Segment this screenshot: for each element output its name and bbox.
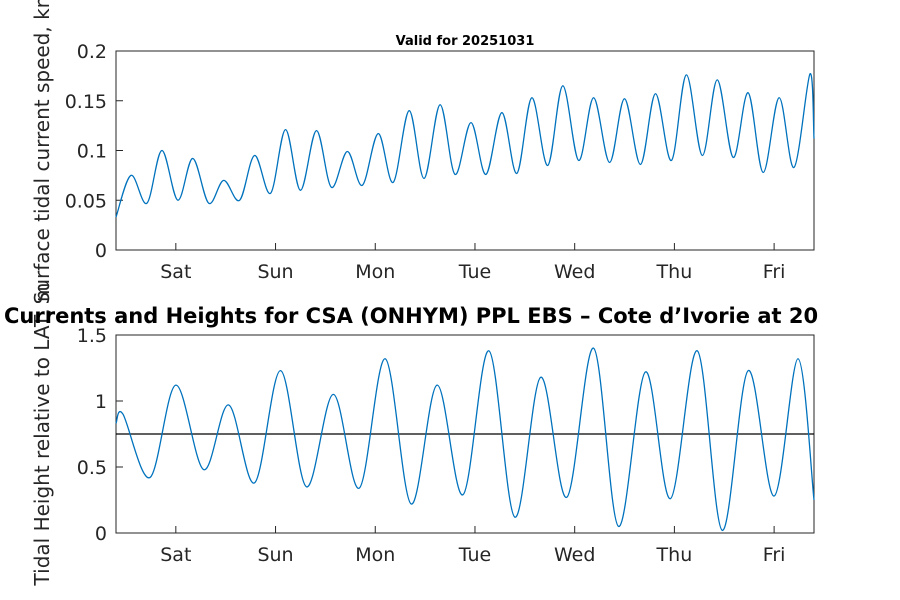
current-speed-y-tick-label: 0.1 xyxy=(77,141,107,163)
tidal-height-line xyxy=(115,347,815,532)
tidal-height-y-tick-label: 1.5 xyxy=(77,325,107,347)
current-speed-x-tick-label: Mon xyxy=(355,261,395,283)
current-speed-y-ticks: 0 0.05 0.1 0.15 0.2 xyxy=(65,41,123,262)
tidal-height-y-ticks: 0 0.5 1 1.5 xyxy=(77,325,123,545)
current-speed-y-tick-label: 0 xyxy=(95,240,107,262)
current-speed-x-ticks: Sat Sun Mon Tue Wed Thu Fri xyxy=(160,243,785,283)
current-speed-axes: 0 0.05 0.1 0.15 0.2 Sat Sun Mon Tue Wed Thu Fri Va… xyxy=(30,0,815,304)
tidal-height-x-tick-label: Wed xyxy=(554,544,595,566)
tidal-height-axes: 0 0.5 1 1.5 Sat Sun Mon Tue Wed Thu Fri Tidal Hei… xyxy=(30,283,815,587)
current-speed-y-label: Surface tidal current speed, kn xyxy=(30,0,54,304)
current-speed-x-tick-label: Thu xyxy=(656,261,693,283)
tidal-height-y-tick-label: 0 xyxy=(95,523,107,545)
tidal-height-x-tick-label: Thu xyxy=(656,544,693,566)
tidal-height-x-tick-label: Mon xyxy=(355,544,395,566)
tidal-height-x-tick-label: Tue xyxy=(458,544,491,566)
current-speed-y-tick-label: 0.15 xyxy=(65,91,107,113)
current-speed-line xyxy=(115,73,815,218)
tidal-height-x-tick-label: Sun xyxy=(257,544,293,566)
current-speed-plot-area xyxy=(115,50,815,251)
tidal-height-x-tick-label: Sat xyxy=(160,544,191,566)
tidal-height-y-tick-label: 0.5 xyxy=(77,457,107,479)
tidal-height-x-ticks: Sat Sun Mon Tue Wed Thu Fri xyxy=(160,526,785,566)
current-speed-x-tick-label: Tue xyxy=(458,261,491,283)
current-speed-y-tick-label: 0.05 xyxy=(65,190,107,212)
tidal-height-x-tick-label: Fri xyxy=(763,544,786,566)
current-speed-x-tick-label: Sat xyxy=(160,261,191,283)
current-speed-x-tick-label: Wed xyxy=(554,261,595,283)
tidal-height-y-tick-label: 1 xyxy=(95,391,107,413)
current-speed-x-tick-label: Fri xyxy=(763,261,786,283)
tidal-height-y-label: Tidal Height relative to LAT, m xyxy=(30,283,54,587)
current-speed-y-tick-label: 0.2 xyxy=(77,41,107,63)
figure-main-title: Currents and Heights for CSA (ONHYM) PPL… xyxy=(4,304,818,328)
current-speed-x-tick-label: Sun xyxy=(257,261,293,283)
current-speed-title: Valid for 20251031 xyxy=(396,34,535,49)
